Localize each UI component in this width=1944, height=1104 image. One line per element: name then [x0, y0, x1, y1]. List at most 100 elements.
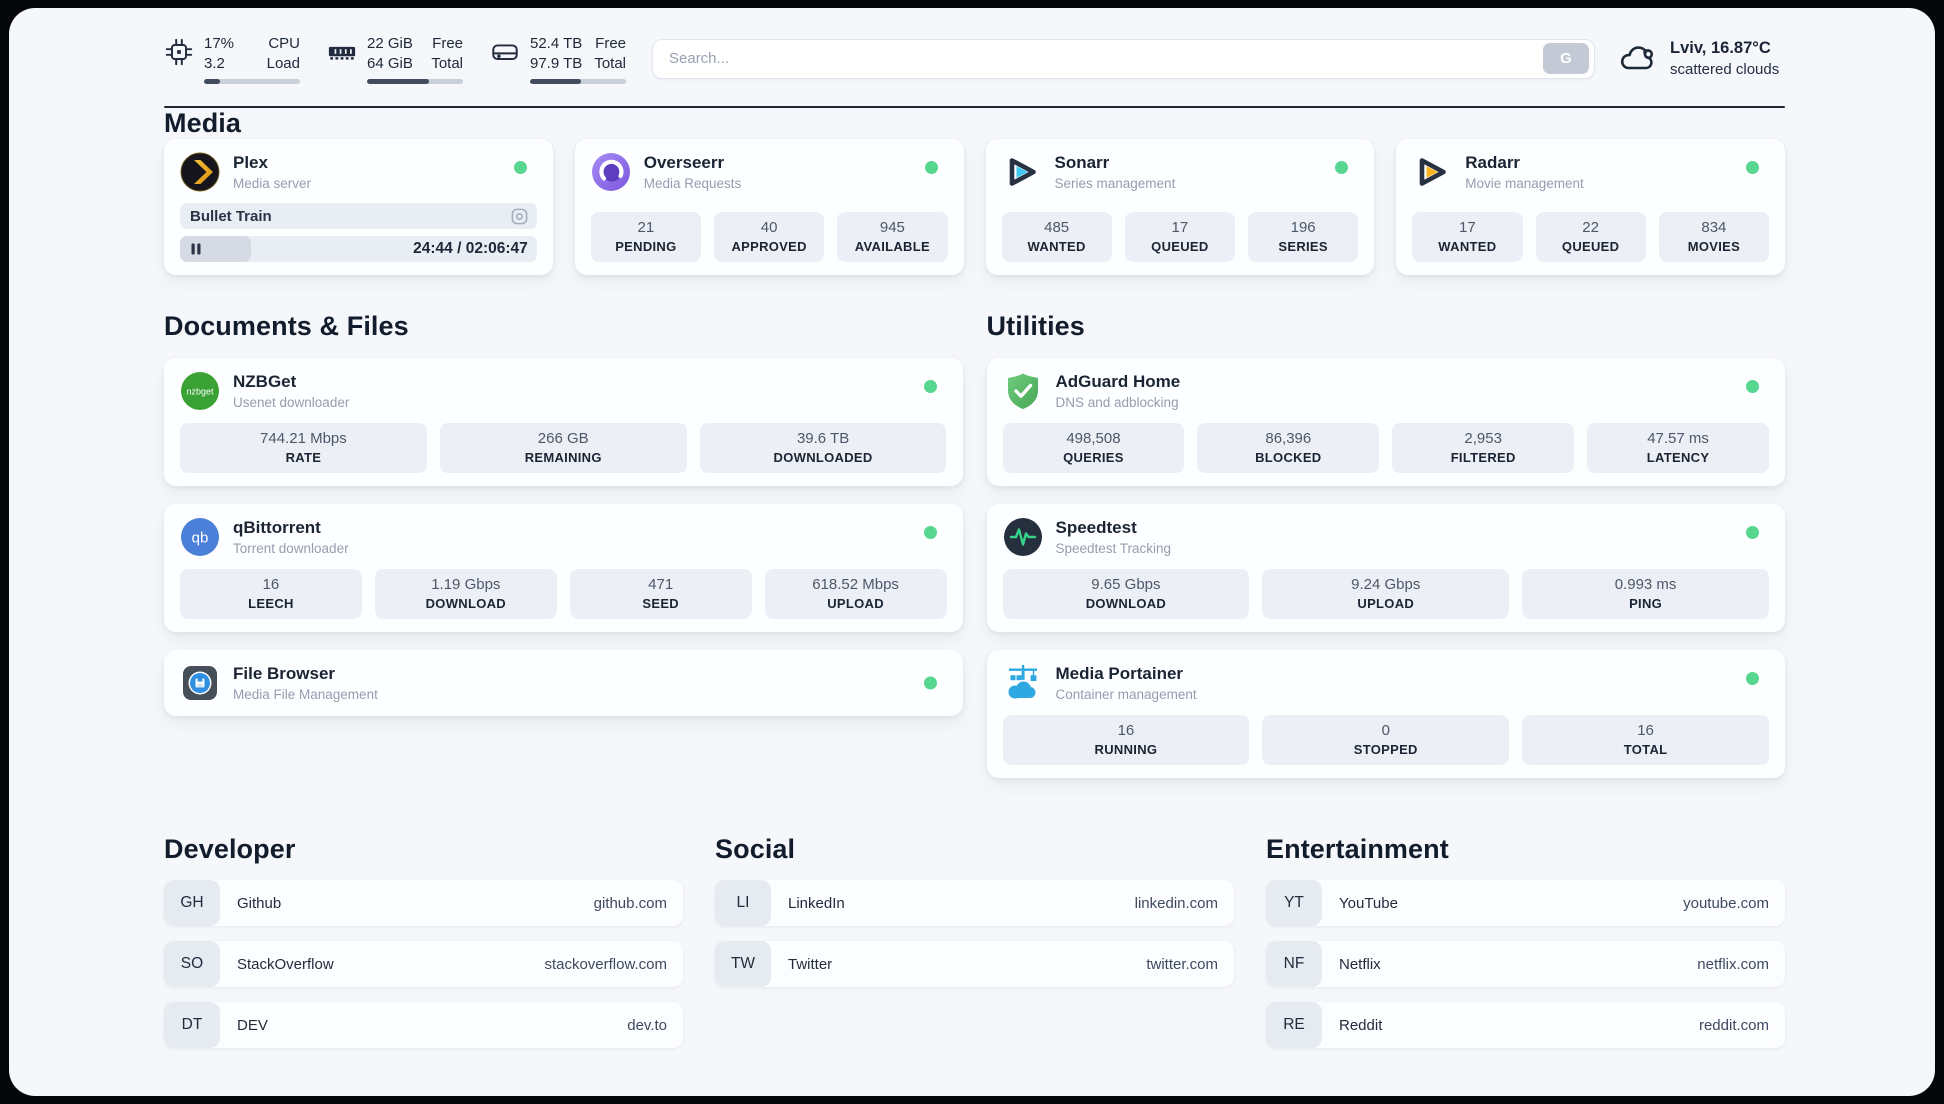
- sonarr-app-link[interactable]: Sonarr Series management: [1002, 152, 1359, 192]
- memory-icon: [328, 46, 356, 60]
- memory-total: 64 GiB: [367, 54, 413, 72]
- app-card-filebrowser: File Browser Media File Management: [164, 650, 963, 717]
- weather-condition: scattered clouds: [1670, 61, 1780, 79]
- app-card-radarr: Radarr Movie management 17 WANTED 22 QUE…: [1396, 139, 1785, 276]
- header-divider: [164, 105, 1785, 109]
- filebrowser-icon: [180, 663, 220, 703]
- sonarr-stats: 485 WANTED 17 QUEUED 196 SERIES: [1001, 200, 1359, 263]
- bookmark-github[interactable]: GH Github github.com: [164, 880, 683, 927]
- sonarr-icon: [1002, 152, 1042, 192]
- app-title: File Browser: [233, 664, 336, 684]
- top-bar: 17% 3.2 CPU Load: [164, 34, 1785, 84]
- app-subtitle: Torrent downloader: [233, 540, 349, 556]
- speedtest-app-link[interactable]: Speedtest Speedtest Tracking: [1003, 517, 1770, 557]
- adguard-app-link[interactable]: AdGuard Home DNS and adblocking: [1003, 371, 1770, 411]
- pause-icon: [191, 243, 201, 255]
- status-indicator: [1335, 161, 1349, 175]
- system-metrics: 17% 3.2 CPU Load: [164, 34, 626, 84]
- status-indicator: [1746, 672, 1759, 686]
- status-indicator: [924, 161, 938, 175]
- stat-box: 21 PENDING: [590, 212, 701, 263]
- bookmark-abbr: GH: [164, 880, 220, 927]
- cloud-icon: [1620, 46, 1653, 70]
- radarr-icon: [1412, 152, 1452, 192]
- bookmark-url: stackoverflow.com: [544, 955, 667, 973]
- bookmark-name: Reddit: [1339, 1016, 1383, 1034]
- stat-box: 1.19 Gbps DOWNLOAD: [374, 569, 557, 620]
- search-engine-button[interactable]: G: [1543, 43, 1589, 75]
- qbittorrent-stats: 16 LEECH 1.19 Gbps DOWNLOAD 471 SEED 618…: [180, 557, 947, 620]
- plex-progress-played: [180, 236, 252, 263]
- portainer-stats: 16 RUNNING 0 STOPPED 16 TOTAL: [1002, 703, 1770, 766]
- bookmark-name: Github: [237, 894, 282, 912]
- section-title-media: Media: [164, 108, 242, 139]
- playback-time: 24:44 / 02:06:47: [413, 240, 528, 258]
- speedtest-icon: [1003, 517, 1043, 557]
- bookmark-stackoverflow[interactable]: SO StackOverflow stackoverflow.com: [164, 941, 683, 988]
- stat-box: 9.65 Gbps DOWNLOAD: [1002, 569, 1250, 620]
- radarr-app-link[interactable]: Radarr Movie management: [1412, 152, 1769, 192]
- documents-column: Documents & Files nzbget NZBGet Usenet d…: [164, 311, 963, 717]
- stat-box: 744.21 Mbps RATE: [180, 423, 427, 474]
- cpu-loadavg: 3.2: [204, 54, 225, 72]
- qbittorrent-app-link[interactable]: qb qBittorrent Torrent downloader: [180, 517, 947, 557]
- bookmark-dev[interactable]: DT DEV dev.to: [164, 1002, 683, 1049]
- svg-text:qb: qb: [192, 530, 209, 547]
- stat-box: 16 TOTAL: [1522, 715, 1769, 766]
- weather-location-temp: Lviv, 16.87°C: [1670, 39, 1771, 58]
- app-subtitle: Speedtest Tracking: [1055, 540, 1172, 556]
- app-subtitle: Movie management: [1465, 175, 1584, 191]
- app-title: Plex: [233, 153, 268, 173]
- status-indicator: [1746, 161, 1759, 175]
- app-card-qbittorrent: qb qBittorrent Torrent downloader 16 LEE…: [164, 504, 963, 633]
- app-card-overseerr: Overseerr Media Requests 21 PENDING 40 A…: [574, 139, 964, 276]
- utilities-column: Utilities AdGuard Home: [986, 311, 1785, 779]
- stat-box: 47.57 ms LATENCY: [1587, 423, 1769, 474]
- bookmark-youtube[interactable]: YT YouTube youtube.com: [1266, 880, 1785, 927]
- bookmark-group-social: Social LI LinkedIn linkedin.com TW Twitt…: [715, 834, 1234, 1048]
- bookmark-netflix[interactable]: NF Netflix netflix.com: [1266, 941, 1785, 988]
- bookmark-reddit[interactable]: RE Reddit reddit.com: [1266, 1002, 1785, 1049]
- stat-box: 86,396 BLOCKED: [1197, 423, 1380, 474]
- bookmark-name: YouTube: [1339, 894, 1398, 912]
- app-subtitle: Media File Management: [233, 686, 378, 702]
- nzbget-app-link[interactable]: nzbget NZBGet Usenet downloader: [180, 371, 947, 411]
- session-icon: [511, 208, 528, 225]
- bookmark-abbr: LI: [715, 880, 771, 927]
- bookmark-linkedin[interactable]: LI LinkedIn linkedin.com: [715, 880, 1234, 927]
- app-title: Speedtest: [1055, 518, 1137, 538]
- speedtest-stats: 9.65 Gbps DOWNLOAD 9.24 Gbps UPLOAD 0.99…: [1002, 557, 1770, 620]
- disk-label-bottom: Total: [594, 54, 626, 72]
- app-title: NZBGet: [233, 372, 297, 392]
- portainer-app-link[interactable]: Media Portainer Container management: [1003, 663, 1770, 703]
- app-subtitle: Series management: [1054, 175, 1176, 191]
- app-title: qBittorrent: [233, 518, 321, 538]
- portainer-icon: [1003, 663, 1043, 703]
- qbittorrent-icon: qb: [180, 517, 220, 557]
- app-card-speedtest: Speedtest Speedtest Tracking 9.65 Gbps D…: [986, 504, 1785, 633]
- bookmark-abbr: YT: [1266, 880, 1322, 927]
- search-input[interactable]: [667, 49, 1543, 69]
- stat-box: 39.6 TB DOWNLOADED: [699, 423, 947, 474]
- plex-icon: [180, 152, 220, 192]
- filebrowser-app-link[interactable]: File Browser Media File Management: [180, 663, 947, 703]
- plex-progress-bar[interactable]: 24:44 / 02:06:47: [180, 236, 537, 263]
- stat-box: 17 QUEUED: [1124, 212, 1235, 263]
- bookmark-twitter[interactable]: TW Twitter twitter.com: [715, 941, 1234, 988]
- bookmark-abbr: NF: [1266, 941, 1322, 988]
- overseerr-icon: [591, 152, 631, 192]
- stat-box: 471 SEED: [569, 569, 752, 620]
- bookmark-url: reddit.com: [1698, 1016, 1769, 1034]
- disk-metric: 52.4 TB 97.9 TB Free Total: [490, 34, 626, 84]
- app-title: Radarr: [1465, 153, 1521, 173]
- stat-box: 9.24 Gbps UPLOAD: [1262, 569, 1510, 620]
- cpu-icon: [165, 38, 193, 66]
- app-subtitle: Media Requests: [643, 175, 742, 191]
- stat-box: 618.52 Mbps UPLOAD: [764, 569, 947, 620]
- plex-app-link[interactable]: Plex Media server: [180, 152, 537, 192]
- app-title: Media Portainer: [1055, 664, 1184, 684]
- overseerr-app-link[interactable]: Overseerr Media Requests: [591, 152, 948, 192]
- section-title-social: Social: [715, 834, 796, 865]
- nzbget-stats: 744.21 Mbps RATE 266 GB REMAINING 39.6 T…: [180, 411, 947, 474]
- search-bar[interactable]: G: [652, 38, 1595, 79]
